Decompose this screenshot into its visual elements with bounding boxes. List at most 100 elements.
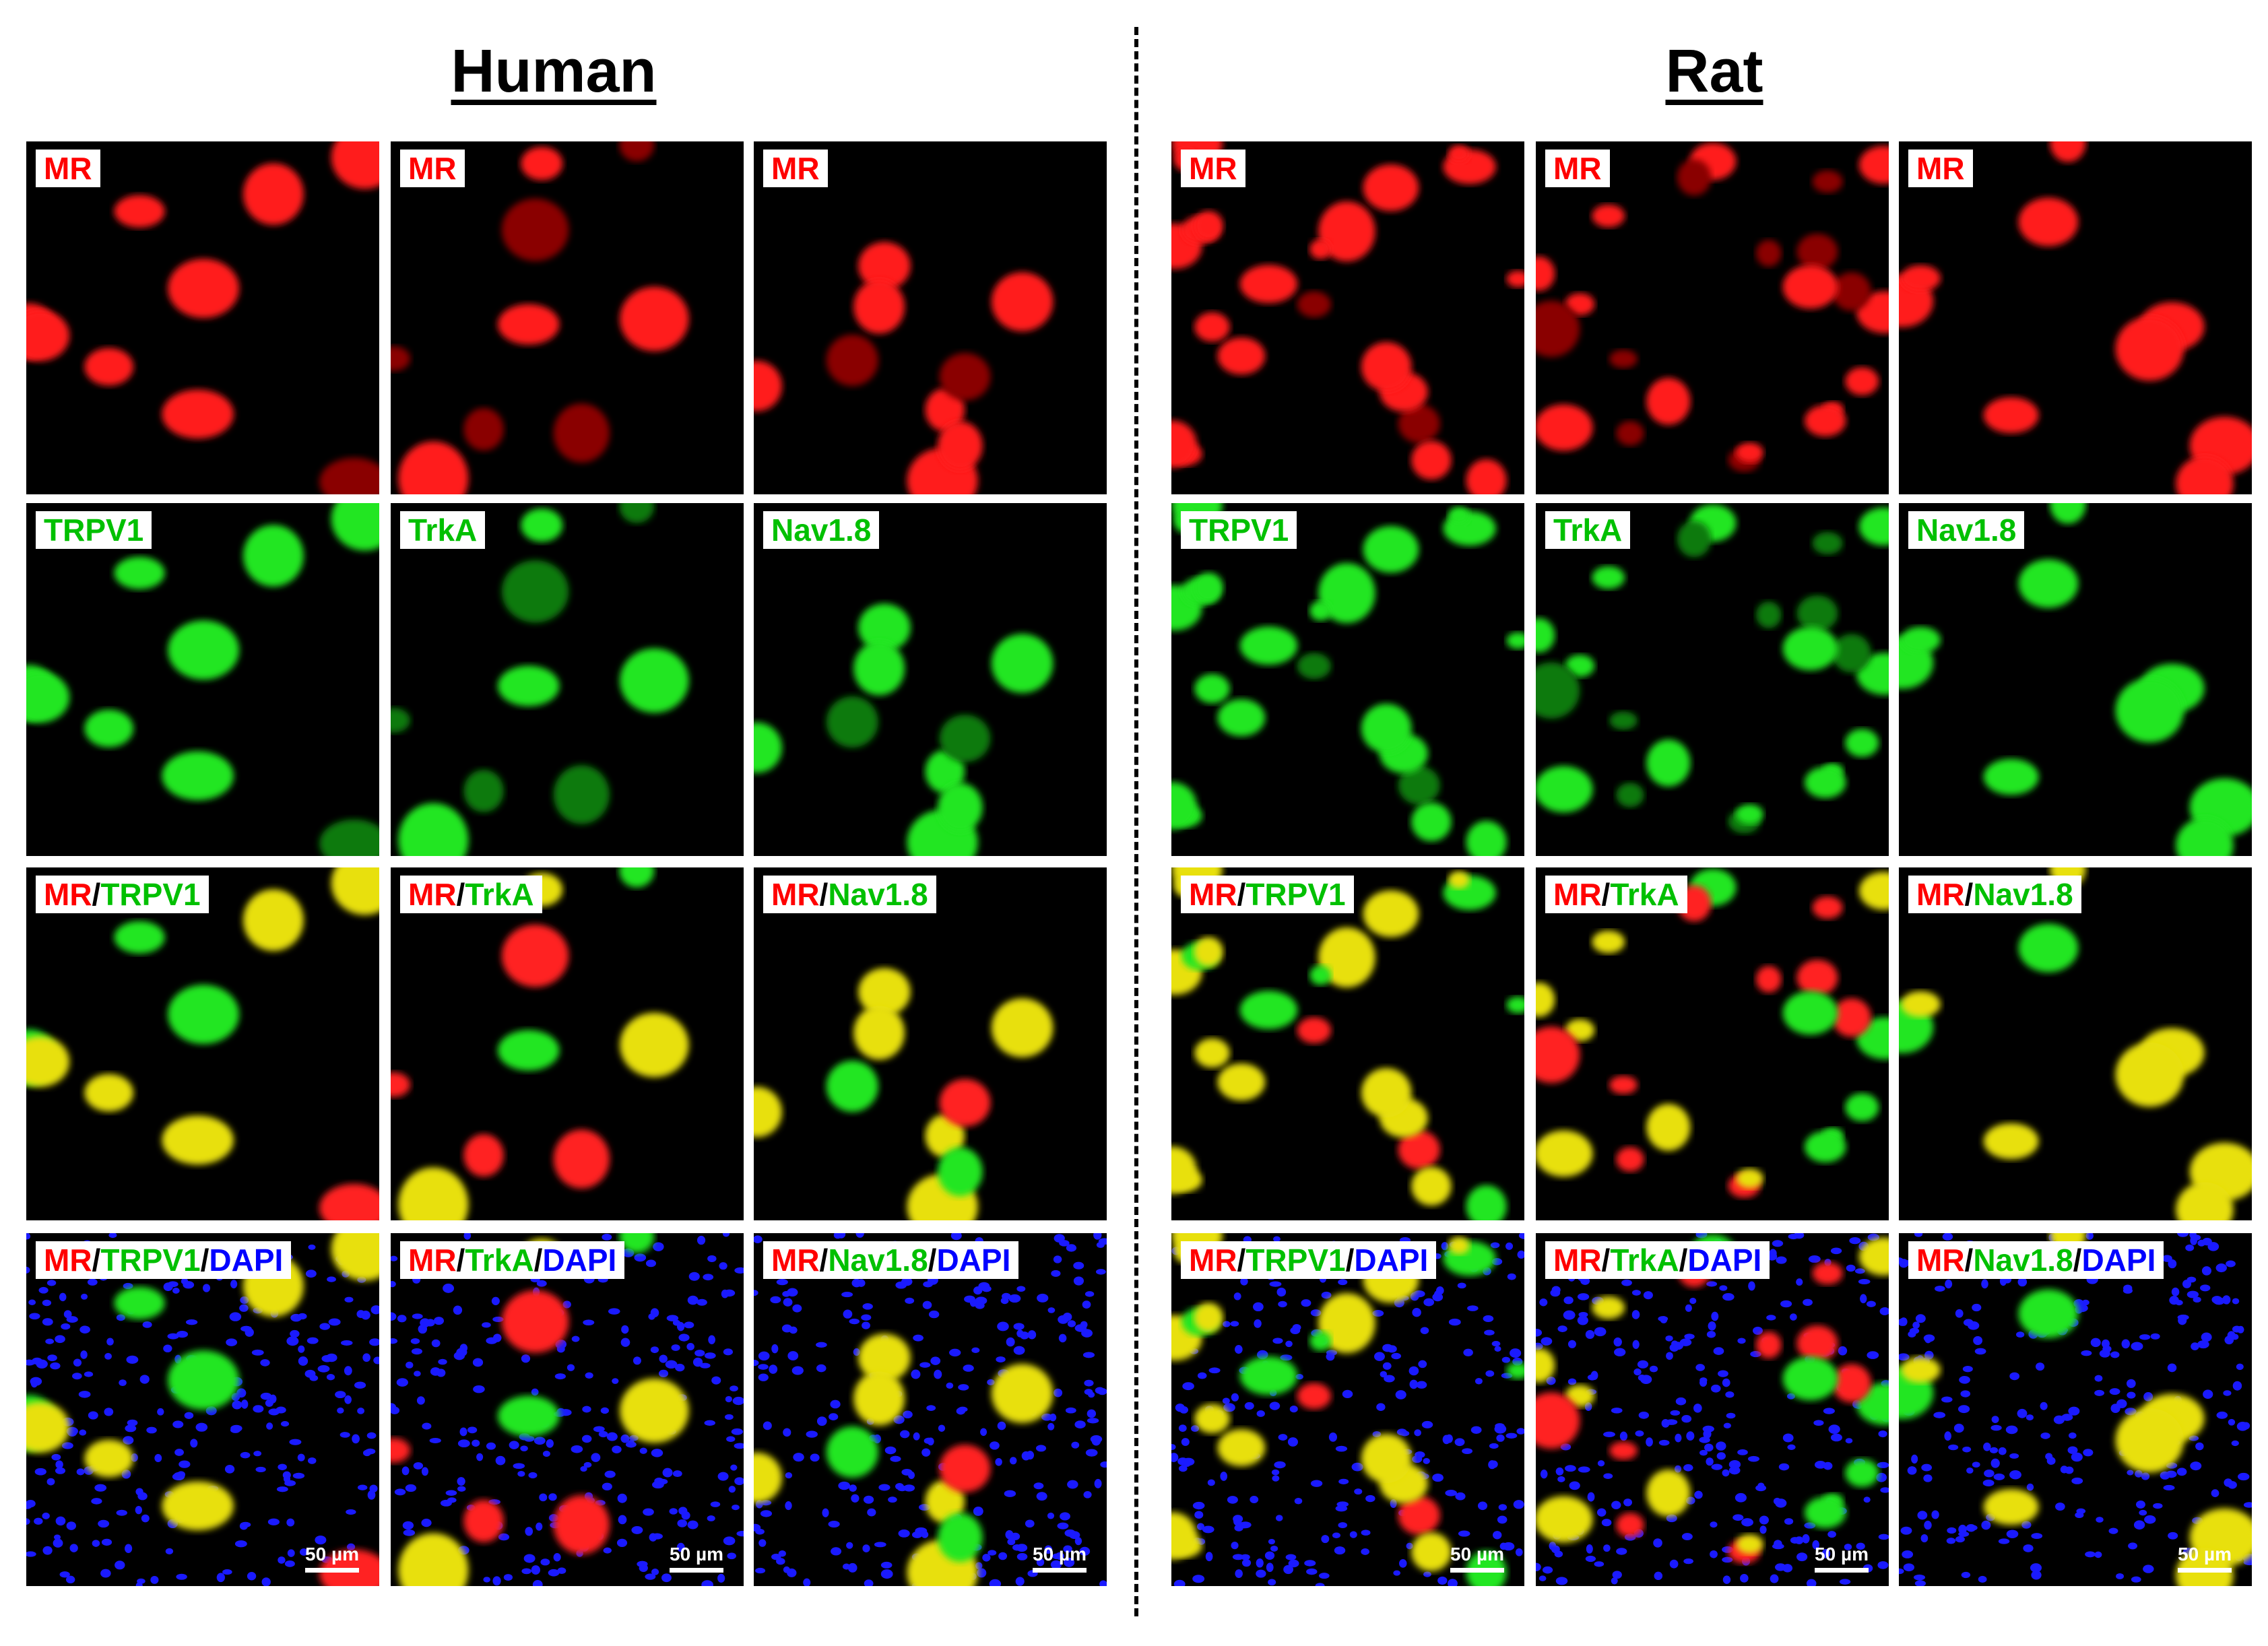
- nucleus: [1732, 1514, 1744, 1521]
- channel-name: MR: [408, 151, 457, 186]
- nucleus: [2139, 1509, 2147, 1516]
- cell: [858, 242, 911, 290]
- nucleus: [1808, 1255, 1821, 1263]
- nucleus: [1563, 1296, 1574, 1305]
- nucleus: [1256, 1569, 1266, 1578]
- nucleus: [2046, 1457, 2056, 1465]
- cell: [1565, 293, 1595, 316]
- nucleus: [1053, 1255, 1062, 1263]
- nucleus: [1338, 1478, 1349, 1484]
- nucleus: [758, 1539, 767, 1547]
- cell: [1609, 711, 1638, 730]
- micrograph: [1899, 867, 2252, 1220]
- nucleus: [34, 1468, 46, 1476]
- channel-name: MR: [1189, 1243, 1237, 1278]
- nucleus: [1082, 1352, 1095, 1358]
- cell: [620, 1012, 689, 1078]
- nucleus: [391, 1255, 398, 1261]
- cell: [1755, 240, 1782, 267]
- micrograph: [1171, 503, 1524, 856]
- channel-name: DAPI: [1687, 1243, 1762, 1278]
- nucleus: [1222, 1397, 1230, 1404]
- nucleus: [1398, 1558, 1407, 1568]
- nucleus: [1542, 1566, 1553, 1574]
- nucleus: [1220, 1472, 1228, 1481]
- nucleus: [72, 1373, 82, 1380]
- cell: [1782, 265, 1838, 309]
- nucleus: [445, 1490, 457, 1496]
- nucleus: [2193, 1296, 2201, 1303]
- nucleus: [457, 1486, 466, 1492]
- nucleus: [1285, 1554, 1297, 1560]
- nucleus: [267, 1518, 280, 1525]
- nucleus: [1432, 1474, 1444, 1482]
- nucleus: [651, 1449, 663, 1457]
- nucleus: [2068, 1432, 2077, 1439]
- nucleus: [861, 1314, 872, 1321]
- nucleus: [651, 1569, 659, 1575]
- nucleus: [101, 1538, 112, 1546]
- nucleus: [523, 1554, 536, 1563]
- nucleus: [61, 1323, 71, 1330]
- nucleus: [792, 1304, 802, 1313]
- nucleus: [849, 1318, 860, 1325]
- nucleus: [571, 1445, 583, 1453]
- nucleus: [1982, 1479, 1995, 1487]
- nucleus: [1270, 1545, 1278, 1552]
- scale-bar-label: 50 µm: [670, 1544, 723, 1565]
- channel-name: TRPV1: [44, 513, 144, 548]
- cell: [1616, 783, 1644, 808]
- nucleus: [1770, 1574, 1779, 1583]
- nucleus: [370, 1305, 379, 1315]
- nucleus: [771, 1344, 779, 1354]
- nucleus: [1276, 1287, 1287, 1297]
- nucleus: [1181, 1438, 1190, 1446]
- channel-name: /: [1237, 877, 1246, 912]
- nucleus: [1998, 1538, 2010, 1544]
- nucleus: [1067, 1320, 1076, 1327]
- micrograph: [26, 1233, 379, 1586]
- nucleus: [536, 1522, 543, 1531]
- cell: [1832, 272, 1871, 311]
- nucleus: [1208, 1367, 1221, 1374]
- nucleus: [760, 1510, 773, 1517]
- nucleus: [1551, 1286, 1561, 1294]
- nucleus: [2171, 1287, 2180, 1296]
- nucleus: [1796, 1278, 1803, 1286]
- cell: [1361, 341, 1412, 392]
- nucleus: [2243, 1502, 2252, 1508]
- cell: [1297, 653, 1332, 680]
- nucleus: [280, 1420, 290, 1427]
- cell: [754, 360, 782, 412]
- cell: [1677, 521, 1712, 558]
- cell: [939, 1079, 991, 1127]
- nucleus: [897, 1485, 907, 1492]
- nucleus: [857, 1279, 866, 1287]
- nucleus: [1958, 1524, 1967, 1534]
- channel-name: /: [456, 877, 465, 912]
- nucleus: [1073, 1276, 1084, 1286]
- nucleus: [1057, 1522, 1069, 1529]
- nucleus: [55, 1335, 65, 1344]
- nucleus: [1590, 1371, 1598, 1380]
- nucleus: [2085, 1551, 2096, 1558]
- nucleus: [1250, 1495, 1259, 1504]
- nucleus: [645, 1259, 657, 1268]
- cell: [925, 750, 965, 793]
- nucleus: [581, 1435, 592, 1443]
- nucleus: [88, 1411, 98, 1420]
- nucleus: [2127, 1391, 2136, 1399]
- nucleus: [66, 1521, 77, 1530]
- nucleus: [230, 1426, 240, 1433]
- nucleus: [2131, 1342, 2143, 1351]
- nucleus: [707, 1515, 715, 1521]
- nucleus: [498, 1533, 510, 1541]
- nucleus: [1335, 1445, 1348, 1452]
- nucleus: [142, 1321, 152, 1328]
- nucleus: [2021, 1521, 2032, 1529]
- cell: [1194, 937, 1223, 967]
- nucleus: [723, 1348, 734, 1356]
- nucleus: [1713, 1347, 1724, 1355]
- nucleus: [1658, 1439, 1670, 1446]
- channel-label: MR/Nav1.8/DAPI: [1908, 1241, 2164, 1279]
